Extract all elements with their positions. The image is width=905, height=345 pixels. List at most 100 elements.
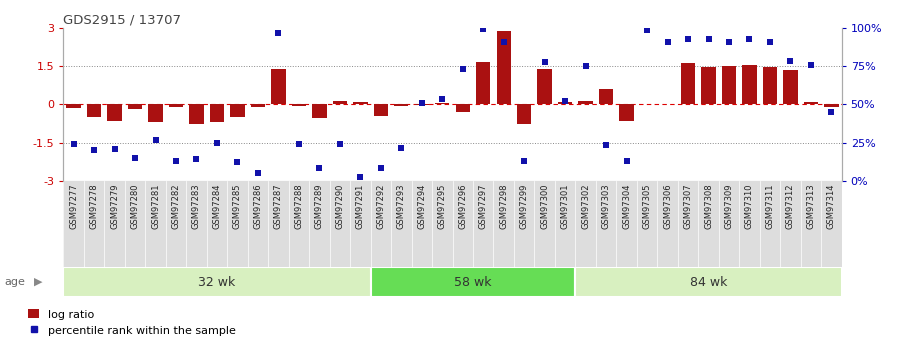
Text: GSM97303: GSM97303 <box>602 184 611 229</box>
Bar <box>476 62 491 104</box>
Bar <box>763 67 777 104</box>
Text: GSM97297: GSM97297 <box>479 184 488 229</box>
Text: GSM97306: GSM97306 <box>663 184 672 229</box>
Text: GSM97295: GSM97295 <box>438 184 447 229</box>
Point <box>599 142 614 148</box>
Text: ▶: ▶ <box>34 277 43 287</box>
Point <box>557 98 572 103</box>
Point <box>414 100 429 106</box>
Text: GSM97300: GSM97300 <box>540 184 549 229</box>
Point <box>517 158 531 164</box>
Point <box>394 145 408 151</box>
Text: GSM97293: GSM97293 <box>396 184 405 229</box>
Point <box>435 97 450 102</box>
Bar <box>312 104 327 118</box>
Text: GSM97304: GSM97304 <box>622 184 631 229</box>
Text: 58 wk: 58 wk <box>454 276 491 288</box>
Point <box>189 157 204 162</box>
Bar <box>681 63 695 104</box>
Text: GSM97277: GSM97277 <box>69 184 78 229</box>
Text: GSM97288: GSM97288 <box>294 184 303 229</box>
Bar <box>353 102 367 104</box>
Text: GSM97294: GSM97294 <box>417 184 426 229</box>
Point <box>66 141 81 147</box>
Bar <box>538 69 552 104</box>
Point <box>476 26 491 32</box>
Text: GSM97312: GSM97312 <box>786 184 795 229</box>
Text: GSM97279: GSM97279 <box>110 184 119 229</box>
Bar <box>210 104 224 122</box>
Point <box>168 158 183 164</box>
Point <box>291 141 306 147</box>
Text: GSM97280: GSM97280 <box>130 184 139 229</box>
Text: GSM97308: GSM97308 <box>704 184 713 229</box>
Point <box>230 159 244 165</box>
Bar <box>722 66 736 104</box>
Text: GSM97309: GSM97309 <box>725 184 733 229</box>
Point <box>455 66 470 71</box>
Text: GSM97307: GSM97307 <box>683 184 692 229</box>
Text: GSM97310: GSM97310 <box>745 184 754 229</box>
Point <box>661 39 675 45</box>
Point <box>374 166 388 171</box>
Point <box>640 27 654 33</box>
Bar <box>63 267 370 297</box>
Text: GSM97282: GSM97282 <box>172 184 180 229</box>
Text: GSM97289: GSM97289 <box>315 184 324 229</box>
Text: GSM97291: GSM97291 <box>356 184 365 229</box>
Bar <box>169 104 183 107</box>
Point <box>824 109 839 115</box>
Text: GSM97313: GSM97313 <box>806 184 815 229</box>
Bar <box>370 267 576 297</box>
Bar <box>395 104 408 106</box>
Point <box>538 59 552 65</box>
Bar <box>455 104 470 112</box>
Bar <box>517 104 531 124</box>
Point <box>742 36 757 42</box>
Point <box>312 166 327 171</box>
Bar <box>333 100 347 104</box>
Point <box>578 63 593 69</box>
Point <box>333 141 348 147</box>
Bar <box>66 104 81 108</box>
Text: GSM97290: GSM97290 <box>336 184 344 229</box>
Point <box>681 36 695 42</box>
Text: GSM97292: GSM97292 <box>376 184 386 229</box>
Point <box>251 171 265 176</box>
Point <box>763 39 777 45</box>
Text: GSM97286: GSM97286 <box>253 184 262 229</box>
Text: GSM97281: GSM97281 <box>151 184 160 229</box>
Bar <box>251 104 265 107</box>
Text: GDS2915 / 13707: GDS2915 / 13707 <box>63 13 181 27</box>
Text: GSM97284: GSM97284 <box>213 184 222 229</box>
Bar <box>87 104 101 117</box>
Bar <box>374 104 388 116</box>
Text: GSM97311: GSM97311 <box>766 184 775 229</box>
Text: GSM97299: GSM97299 <box>519 184 529 229</box>
Point <box>148 137 163 143</box>
Point <box>128 155 142 161</box>
Text: GSM97302: GSM97302 <box>581 184 590 229</box>
Text: GSM97287: GSM97287 <box>274 184 283 229</box>
Bar <box>497 31 510 104</box>
Bar <box>701 67 716 104</box>
Text: GSM97314: GSM97314 <box>827 184 836 229</box>
Bar <box>804 102 818 104</box>
Text: GSM97301: GSM97301 <box>561 184 569 229</box>
Bar <box>108 104 121 121</box>
Text: GSM97296: GSM97296 <box>458 184 467 229</box>
Bar <box>824 104 839 107</box>
Point <box>210 140 224 146</box>
Bar <box>189 104 204 124</box>
Bar <box>578 100 593 104</box>
Text: GSM97283: GSM97283 <box>192 184 201 229</box>
Bar <box>148 104 163 122</box>
Point <box>783 58 797 63</box>
Bar <box>291 104 306 106</box>
Point <box>87 148 101 153</box>
Point <box>804 62 818 68</box>
Text: GSM97305: GSM97305 <box>643 184 652 229</box>
Bar <box>230 104 244 117</box>
Text: GSM97298: GSM97298 <box>500 184 509 229</box>
Point <box>272 30 286 36</box>
